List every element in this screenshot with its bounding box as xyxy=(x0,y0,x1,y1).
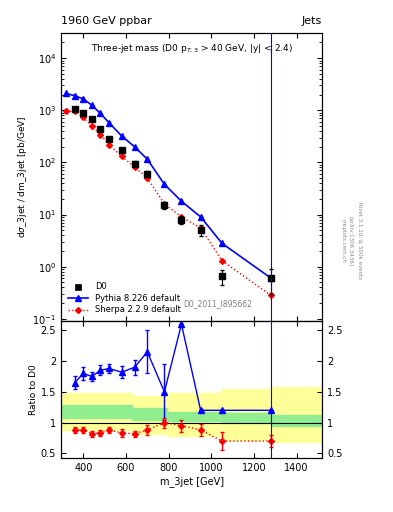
Sherpa 2.2.9 default xyxy=(64,109,69,115)
Text: [arXiv:1306.3436]: [arXiv:1306.3436] xyxy=(349,216,353,266)
Text: Jets: Jets xyxy=(302,15,322,26)
Text: 1960 GeV ppbar: 1960 GeV ppbar xyxy=(61,15,152,26)
Text: mcplots.cern.ch: mcplots.cern.ch xyxy=(340,219,345,263)
Line: Sherpa 2.2.9 default: Sherpa 2.2.9 default xyxy=(64,110,273,297)
Sherpa 2.2.9 default xyxy=(132,164,137,170)
Pythia 8.226 default xyxy=(64,91,69,97)
X-axis label: m_3jet [GeV]: m_3jet [GeV] xyxy=(160,476,224,487)
Pythia 8.226 default xyxy=(269,275,274,281)
Sherpa 2.2.9 default xyxy=(220,258,224,264)
Sherpa 2.2.9 default xyxy=(198,225,203,231)
Line: Pythia 8.226 default: Pythia 8.226 default xyxy=(64,91,274,281)
Sherpa 2.2.9 default xyxy=(269,292,274,298)
Pythia 8.226 default xyxy=(145,156,150,162)
Sherpa 2.2.9 default xyxy=(107,141,111,147)
Text: Three-jet mass (D0 p$_{T,3}$ > 40 GeV, |y| < 2.4): Three-jet mass (D0 p$_{T,3}$ > 40 GeV, |… xyxy=(90,42,293,55)
Pythia 8.226 default xyxy=(132,144,137,150)
Pythia 8.226 default xyxy=(90,102,94,109)
Sherpa 2.2.9 default xyxy=(179,214,184,220)
Pythia 8.226 default xyxy=(107,119,111,125)
Sherpa 2.2.9 default xyxy=(90,123,94,130)
Legend: D0, Pythia 8.226 default, Sherpa 2.2.9 default: D0, Pythia 8.226 default, Sherpa 2.2.9 d… xyxy=(65,280,184,317)
Text: Rivet 3.1.10, ≥ 500k events: Rivet 3.1.10, ≥ 500k events xyxy=(357,202,362,279)
Sherpa 2.2.9 default xyxy=(145,175,150,181)
Pythia 8.226 default xyxy=(162,181,167,187)
Pythia 8.226 default xyxy=(220,240,224,246)
Pythia 8.226 default xyxy=(198,214,203,220)
Pythia 8.226 default xyxy=(72,93,77,99)
Text: D0_2011_I895662: D0_2011_I895662 xyxy=(183,300,252,308)
Sherpa 2.2.9 default xyxy=(162,201,167,207)
Y-axis label: d$\sigma$_3jet / dm_3jet [pb/GeV]: d$\sigma$_3jet / dm_3jet [pb/GeV] xyxy=(17,116,29,239)
Sherpa 2.2.9 default xyxy=(72,109,77,115)
Pythia 8.226 default xyxy=(81,96,86,102)
Y-axis label: Ratio to D0: Ratio to D0 xyxy=(29,365,38,415)
Sherpa 2.2.9 default xyxy=(119,154,124,160)
Pythia 8.226 default xyxy=(119,133,124,139)
Pythia 8.226 default xyxy=(179,198,184,204)
Sherpa 2.2.9 default xyxy=(98,132,103,138)
Pythia 8.226 default xyxy=(98,111,103,117)
Sherpa 2.2.9 default xyxy=(81,114,86,120)
